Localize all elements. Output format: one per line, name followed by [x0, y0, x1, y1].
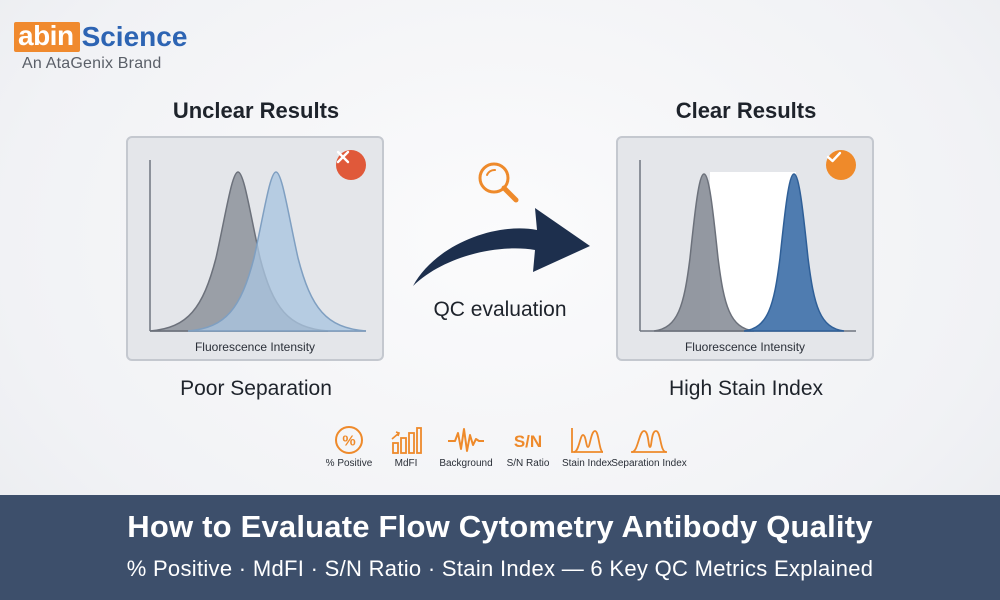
metric-label: % Positive — [325, 458, 373, 469]
right-histogram — [639, 160, 856, 332]
x-circle-icon — [336, 150, 366, 180]
positive-peak-curve — [743, 173, 845, 332]
waveform-icon — [448, 428, 484, 452]
footer-title: How to Evaluate Flow Cytometry Antibody … — [127, 509, 873, 544]
logo-abin: abin — [14, 22, 80, 52]
bar-chart-icon — [391, 427, 422, 454]
brand-logo: abin Science An AtaGenix Brand — [14, 22, 187, 73]
left-histogram-panel: Fluorescence Intensity — [126, 136, 384, 361]
right-axis-label: Fluorescence Intensity — [684, 340, 806, 354]
metric-mdfi: MdFI — [366, 425, 446, 469]
right-panel-title: Clear Results — [675, 98, 817, 123]
metric-sn-ratio: S/N S/N Ratio — [488, 425, 568, 469]
stain-index-icon — [571, 428, 604, 453]
metric-background: Background — [426, 425, 506, 469]
qc-evaluation-label: QC evaluation — [433, 298, 567, 321]
right-caption: High Stain Index — [668, 377, 824, 400]
metric-percent-positive: % % Positive — [309, 425, 389, 469]
svg-text:%: % — [342, 433, 355, 450]
curved-arrow-icon — [413, 208, 590, 286]
magnifier-icon — [478, 162, 519, 203]
left-panel-title: Unclear Results — [172, 98, 340, 123]
left-caption: Poor Separation — [180, 377, 332, 400]
metric-label: Stain Index — [561, 458, 613, 469]
positive-peak-curve — [187, 171, 367, 332]
logo-science: Science — [81, 21, 188, 52]
metric-label: S/N Ratio — [506, 458, 550, 469]
brand-tagline: An AtaGenix Brand — [22, 55, 162, 72]
check-circle-icon — [826, 150, 856, 180]
sn-text-icon: S/N — [514, 432, 542, 451]
percent-icon: % — [335, 426, 363, 454]
separation-index-icon — [631, 430, 667, 453]
footer-banner: How to Evaluate Flow Cytometry Antibody … — [0, 495, 1000, 600]
metric-label: Separation Index — [611, 458, 687, 469]
metric-label: MdFI — [394, 458, 418, 469]
metric-stain-index: Stain Index — [547, 425, 627, 469]
right-histogram-panel: Fluorescence Intensity — [616, 136, 874, 361]
footer-subtitle: % Positive · MdFI · S/N Ratio · Stain In… — [126, 556, 874, 581]
metric-label: Background — [439, 458, 493, 469]
metric-separation-index: Separation Index — [609, 425, 689, 469]
svg-text:S/N: S/N — [514, 432, 542, 451]
negative-peak-curve — [653, 173, 755, 332]
left-histogram — [149, 160, 367, 332]
left-axis-label: Fluorescence Intensity — [194, 340, 316, 354]
